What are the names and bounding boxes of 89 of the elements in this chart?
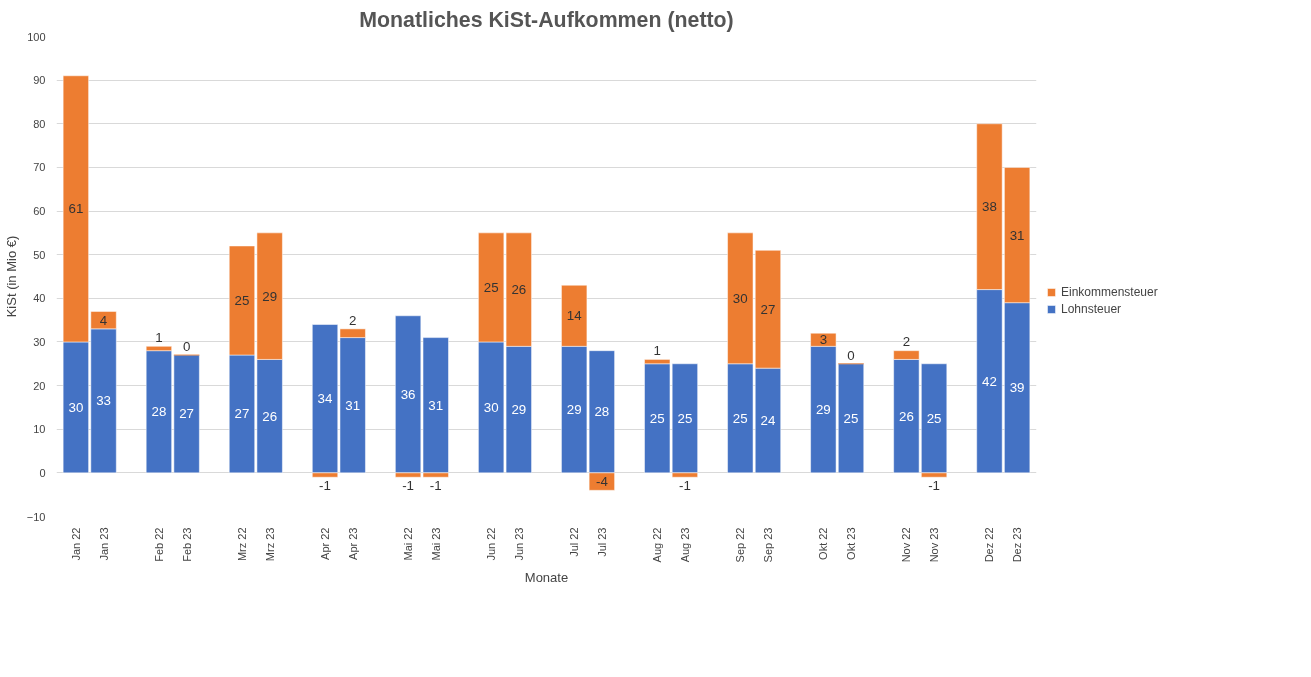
data-label: 33	[96, 393, 111, 409]
x-tick-label: Mai 22	[402, 527, 415, 561]
data-label: 27	[234, 406, 250, 422]
data-label: -1	[678, 478, 691, 494]
data-label: 30	[68, 399, 84, 415]
data-label: 25	[843, 410, 859, 426]
data-label: 61	[68, 201, 84, 217]
x-tick-label: Apr 22	[319, 527, 332, 560]
y-tick-label: 40	[33, 292, 46, 305]
x-tick-label: Mrz 23	[263, 527, 276, 562]
data-label: 2	[349, 312, 357, 328]
data-label: 25	[483, 279, 499, 295]
data-label: 26	[511, 282, 527, 298]
data-label: 25	[926, 410, 942, 426]
data-label: 28	[594, 404, 610, 420]
x-tick-label: Sep 23	[761, 527, 774, 563]
data-label: -1	[429, 478, 442, 494]
x-tick-label: Aug 23	[678, 527, 691, 563]
data-label: -1	[402, 478, 415, 494]
y-tick-label: 50	[33, 248, 46, 261]
x-tick-label: Nov 22	[900, 527, 913, 563]
data-label: -4	[595, 474, 609, 490]
x-tick-label: Jan 23	[97, 527, 110, 561]
x-tick-label: Jul 23	[595, 527, 608, 557]
x-tick-label: Jun 22	[485, 527, 498, 561]
data-label: 29	[511, 402, 527, 418]
data-label: 29	[566, 402, 582, 418]
data-label: 25	[677, 410, 693, 426]
x-tick-label: Mai 23	[429, 527, 442, 561]
data-label: 42	[982, 373, 997, 389]
x-tick-label: Okt 23	[845, 527, 858, 560]
y-tick-label: 100	[27, 30, 46, 43]
legend-label: Lohnsteuer	[1061, 302, 1122, 316]
chart-title: Monatliches KiSt-Aufkommen (netto)	[359, 7, 734, 32]
legend-label: Einkommensteuer	[1061, 285, 1158, 299]
data-label: 25	[732, 410, 748, 426]
y-tick-label: 0	[39, 466, 46, 479]
x-tick-label: Jul 22	[568, 527, 581, 557]
x-tick-label: Jan 22	[69, 527, 82, 561]
x-tick-label: Dez 22	[983, 527, 996, 563]
data-label: 27	[179, 406, 195, 422]
data-label: 3	[819, 332, 828, 348]
data-label: 31	[1009, 227, 1025, 243]
y-tick-label: 90	[33, 74, 46, 87]
data-label: 0	[182, 338, 191, 354]
y-axis-title: KiSt (in Mio €)	[3, 235, 19, 318]
data-label: 28	[151, 404, 167, 420]
data-label: 24	[760, 413, 776, 428]
data-label: 29	[815, 402, 831, 418]
x-tick-label: Apr 23	[346, 527, 359, 560]
x-tick-label: Mrz 22	[235, 527, 248, 562]
data-label: 29	[262, 288, 278, 304]
data-label: 14	[566, 308, 583, 324]
data-label: 30	[483, 399, 499, 415]
data-label: 31	[345, 397, 361, 413]
y-tick-label: 30	[33, 335, 46, 348]
x-tick-label: Okt 22	[817, 527, 830, 560]
data-label: 1	[155, 330, 163, 346]
data-label: -1	[928, 478, 940, 494]
y-tick-label: 80	[33, 117, 46, 130]
data-label: 39	[1009, 380, 1025, 396]
data-label: 30	[732, 290, 748, 306]
data-label: 0	[847, 347, 855, 363]
data-label: 4	[99, 312, 108, 328]
x-tick-label: Jun 23	[512, 527, 525, 561]
x-tick-label: Feb 23	[180, 527, 193, 562]
data-label: 38	[982, 199, 997, 215]
data-label: -1	[319, 478, 331, 494]
data-label: 26	[262, 408, 278, 424]
data-label: 26	[898, 408, 914, 424]
data-label: 27	[760, 301, 776, 317]
data-label: 25	[649, 410, 665, 426]
data-label: 2	[902, 334, 911, 350]
x-tick-label: Feb 22	[152, 527, 165, 562]
data-label: 1	[653, 343, 661, 359]
x-tick-label: Aug 22	[651, 527, 664, 563]
x-tick-label: Nov 23	[928, 527, 941, 563]
y-tick-label: 20	[33, 379, 46, 392]
data-label: 25	[234, 293, 250, 308]
data-label: 34	[317, 391, 334, 407]
x-axis-title: Monate	[524, 570, 569, 586]
y-tick-label: 70	[33, 161, 46, 174]
y-tick-label: 10	[33, 423, 46, 436]
x-tick-label: Dez 23	[1011, 527, 1024, 563]
x-tick-label: Sep 22	[734, 527, 747, 563]
data-label: 31	[428, 397, 444, 413]
y-tick-label: 60	[33, 205, 46, 218]
data-label: 36	[400, 386, 416, 402]
y-tick-label: −10	[26, 510, 46, 523]
